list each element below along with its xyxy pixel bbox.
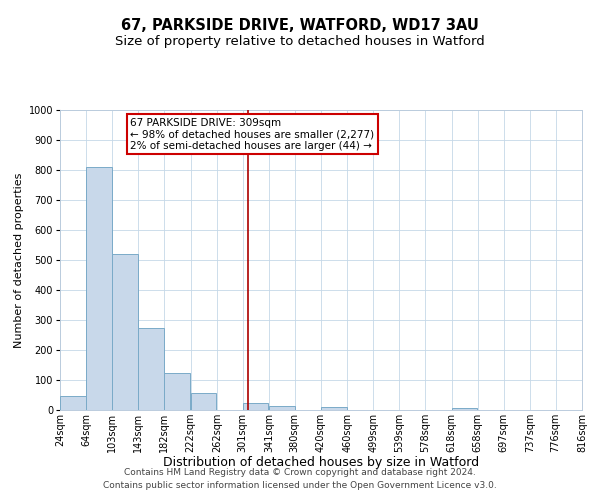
Text: Size of property relative to detached houses in Watford: Size of property relative to detached ho… [115,35,485,48]
Bar [139,328,164,410]
Text: 67, PARKSIDE DRIVE, WATFORD, WD17 3AU: 67, PARKSIDE DRIVE, WATFORD, WD17 3AU [121,18,479,32]
Bar [191,393,216,410]
Bar [164,372,190,410]
Bar [269,406,295,410]
X-axis label: Distribution of detached houses by size in Watford: Distribution of detached houses by size … [163,456,479,469]
Text: Contains HM Land Registry data © Crown copyright and database right 2024.: Contains HM Land Registry data © Crown c… [124,468,476,477]
Text: Contains public sector information licensed under the Open Government Licence v3: Contains public sector information licen… [103,480,497,490]
Bar [242,404,268,410]
Y-axis label: Number of detached properties: Number of detached properties [14,172,25,348]
Bar [321,407,347,410]
Bar [112,254,138,410]
Text: 67 PARKSIDE DRIVE: 309sqm
← 98% of detached houses are smaller (2,277)
2% of sem: 67 PARKSIDE DRIVE: 309sqm ← 98% of detac… [130,118,374,150]
Bar [452,408,477,410]
Bar [86,167,112,410]
Bar [60,396,86,410]
